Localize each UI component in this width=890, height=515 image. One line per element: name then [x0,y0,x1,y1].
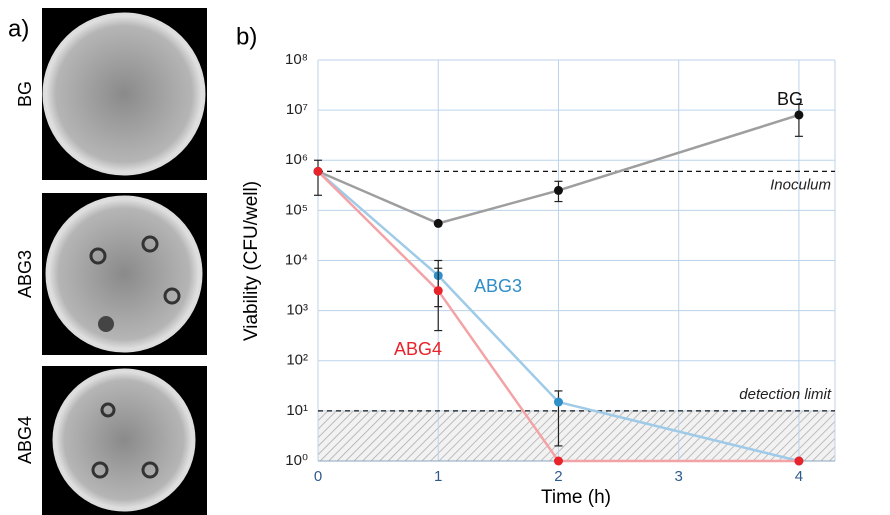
plate [45,195,203,353]
data-point [553,456,563,466]
x-tick-label: 4 [795,468,803,485]
zone [100,402,116,418]
zone [141,235,159,253]
x-tick-label: 2 [554,468,562,485]
plate-label: ABG3 [15,250,35,298]
data-point [553,397,563,407]
panel-a: a) BG ABG3 ABG4 [8,8,207,515]
below-detection-area [318,410,835,461]
data-point [433,218,443,228]
zone [91,461,109,479]
y-tick-label: 10⁴ [285,251,308,268]
y-tick-label: 10⁶ [285,151,308,168]
panel-label: a) [8,15,29,42]
plate-label: BG [15,81,35,107]
plate [42,12,206,176]
y-tick-label: 10³ [286,302,308,319]
annotation: detection limit [739,386,832,403]
data-point [794,110,804,120]
series-label: ABG4 [394,339,442,359]
zone [141,461,159,479]
x-tick-label: 0 [314,468,322,485]
series-label: ABG3 [474,276,522,296]
data-point [794,456,804,466]
zone [163,287,181,305]
x-tick-label: 1 [434,468,442,485]
x-axis-label: Time (h) [541,487,611,508]
y-axis-label: Viability (CFU/well) [241,181,262,341]
data-point [553,185,563,195]
y-tick-label: 10⁸ [285,51,308,68]
zone [89,247,107,265]
plate-label: ABG4 [15,416,35,464]
series-line [317,113,800,225]
zone [98,316,114,332]
y-tick-label: 10² [286,352,308,369]
x-tick-label: 3 [675,468,683,485]
panel-label: b) [236,23,257,50]
data-point [313,166,323,176]
data-point [433,286,443,296]
y-tick-label: 10¹ [286,402,308,419]
series-line [317,170,800,463]
y-tick-label: 10⁵ [285,201,308,218]
y-tick-label: 10⁷ [286,101,308,118]
plate [52,368,196,512]
y-tick-label: 10⁰ [285,452,308,469]
annotation: Inoculum [770,176,831,193]
series-line [317,170,799,463]
series-label: BG [777,89,803,109]
